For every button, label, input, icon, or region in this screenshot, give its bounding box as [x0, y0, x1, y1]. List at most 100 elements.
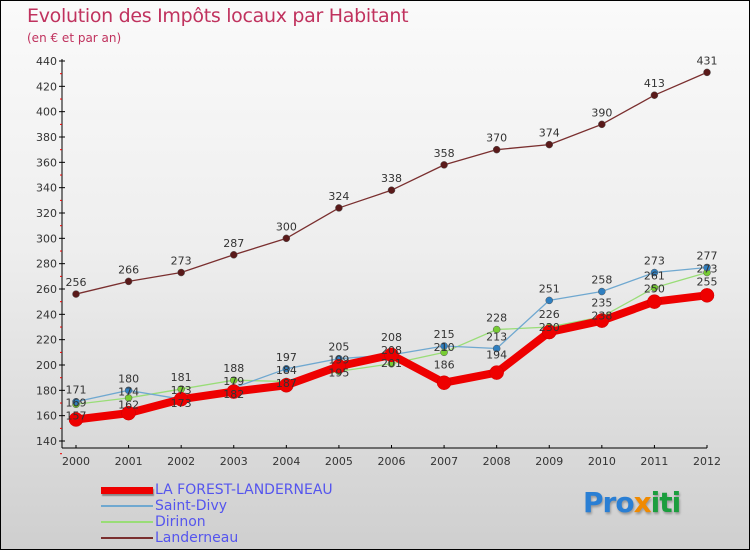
- data-label: 413: [644, 77, 665, 90]
- legend-item: Saint-Divy: [101, 498, 333, 514]
- data-point: [440, 342, 448, 350]
- data-point: [226, 384, 241, 399]
- y-tick-label: 140: [36, 435, 57, 448]
- data-point: [282, 365, 291, 373]
- data-label: 213: [486, 331, 507, 344]
- data-point: [282, 234, 291, 243]
- legend: LA FOREST-LANDERNEAU Saint-Divy Dirinon Lan…: [101, 482, 333, 546]
- y-tick-label: 280: [36, 258, 57, 271]
- data-label: 174: [118, 385, 139, 398]
- data-label: 250: [644, 283, 665, 296]
- data-label: 273: [697, 262, 718, 275]
- data-point: [703, 68, 711, 77]
- data-label: 255: [697, 275, 718, 288]
- data-label: 358: [434, 147, 455, 160]
- data-label: 251: [539, 282, 560, 295]
- x-tick-label: 2009: [535, 455, 563, 468]
- legend-swatch: [101, 505, 153, 507]
- chart-title: Evolution des Impôts locaux par Habitant: [27, 5, 409, 27]
- data-label: 171: [66, 384, 87, 397]
- data-point: [384, 347, 399, 363]
- data-label: 195: [328, 367, 349, 380]
- data-point: [72, 290, 80, 298]
- legend-swatch: [101, 521, 153, 523]
- data-point: [545, 140, 553, 149]
- data-point: [598, 120, 606, 129]
- data-point: [72, 397, 80, 406]
- x-tick-label: 2010: [588, 455, 616, 468]
- data-label: 431: [697, 54, 718, 67]
- data-point: [230, 251, 238, 259]
- x-tick-label: 2004: [272, 455, 300, 468]
- data-label: 205: [328, 341, 349, 354]
- y-tick-label: 200: [36, 359, 57, 372]
- y-tick-label: 420: [36, 80, 57, 93]
- data-label: 273: [171, 255, 192, 268]
- data-point: [489, 365, 504, 380]
- data-label: 173: [171, 397, 192, 410]
- data-point: [173, 391, 189, 407]
- data-label: 181: [171, 371, 192, 384]
- x-tick-label: 2005: [325, 455, 353, 468]
- y-tick-label: 320: [36, 207, 57, 220]
- data-point: [331, 359, 347, 374]
- x-tick-label: 2012: [693, 455, 721, 468]
- data-label: 256: [66, 276, 87, 289]
- data-label: 235: [591, 297, 612, 310]
- data-point: [335, 204, 343, 212]
- proxiti-logo: Proxiti: [583, 486, 682, 519]
- data-point: [650, 268, 659, 277]
- data-label: 374: [539, 127, 560, 140]
- data-point: [68, 412, 84, 427]
- data-label: 173: [171, 384, 192, 397]
- data-point: [650, 283, 659, 292]
- data-point: [699, 288, 715, 303]
- data-label: 238: [591, 310, 612, 323]
- legend-swatch: [101, 537, 153, 539]
- logo-part: x: [633, 486, 652, 519]
- data-label: 258: [591, 274, 612, 287]
- data-point: [121, 405, 136, 421]
- y-tick-label: 300: [36, 232, 57, 245]
- legend-label: LA FOREST-LANDERNEAU: [155, 481, 333, 498]
- x-tick-label: 2011: [640, 455, 668, 468]
- data-label: 157: [66, 410, 87, 423]
- legend-swatch: [101, 486, 153, 494]
- data-point: [124, 386, 133, 395]
- x-tick-label: 2000: [62, 455, 90, 468]
- y-tick-label: 400: [36, 106, 57, 119]
- data-point: [545, 296, 553, 305]
- data-point: [492, 344, 501, 353]
- legend-item: Dirinon: [101, 514, 333, 530]
- y-tick-label: 380: [36, 131, 57, 144]
- chart-subtitle: (en € et par an): [27, 31, 122, 45]
- data-label: 266: [118, 263, 139, 276]
- y-tick-label: 360: [36, 156, 57, 169]
- data-label: 338: [381, 172, 402, 185]
- logo-part: Pro: [583, 486, 635, 519]
- data-point: [230, 376, 238, 384]
- data-label: 208: [381, 344, 402, 357]
- data-label: 370: [486, 132, 507, 145]
- data-point: [279, 378, 294, 393]
- logo-part: iti: [650, 486, 682, 519]
- y-tick-label: 180: [36, 384, 57, 397]
- data-label: 300: [276, 220, 297, 233]
- y-tick-label: 240: [36, 308, 57, 321]
- data-point: [650, 91, 659, 99]
- data-point: [124, 277, 133, 286]
- x-tick-label: 2006: [378, 455, 406, 468]
- y-tick-label: 260: [36, 283, 57, 296]
- data-point: [492, 145, 501, 154]
- data-label: 179: [223, 375, 244, 388]
- data-label: 230: [539, 321, 560, 334]
- data-label: 324: [328, 190, 349, 203]
- x-tick-label: 2001: [115, 455, 143, 468]
- data-point: [542, 324, 557, 340]
- data-point: [598, 287, 606, 296]
- data-label: 277: [697, 249, 718, 262]
- legend-label: Saint-Divy: [155, 497, 228, 514]
- data-label: 194: [486, 349, 507, 362]
- data-label: 197: [276, 351, 297, 364]
